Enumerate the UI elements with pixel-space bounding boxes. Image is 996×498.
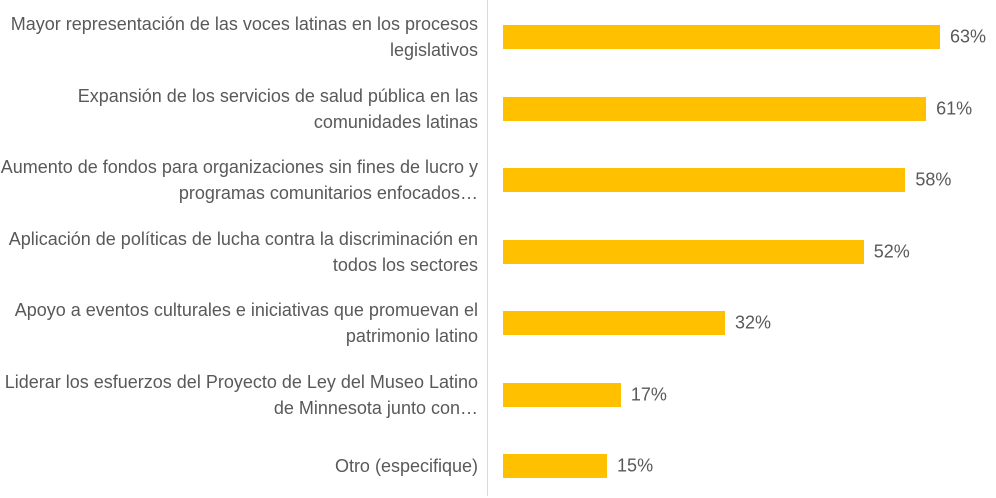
value-label: 15% bbox=[617, 455, 654, 476]
category-label: Aumento de fondos para organizaciones si… bbox=[0, 157, 478, 203]
bar bbox=[503, 96, 927, 121]
bar bbox=[503, 25, 940, 49]
bar bbox=[503, 168, 906, 192]
category-label: Expansión de los servicios de salud públ… bbox=[77, 85, 478, 132]
category-label: Mayor representación de las voces latina… bbox=[10, 14, 478, 60]
value-label: 17% bbox=[630, 384, 667, 404]
bar bbox=[503, 311, 725, 335]
category-label: Otro (especifique) bbox=[334, 456, 478, 476]
value-label: 61% bbox=[936, 98, 973, 118]
bar bbox=[503, 239, 864, 264]
value-label: 32% bbox=[734, 312, 771, 333]
value-label: 52% bbox=[873, 241, 910, 261]
bar bbox=[503, 382, 621, 407]
bar bbox=[503, 454, 608, 478]
category-label: Liderar los esfuerzos del Proyecto de Le… bbox=[4, 371, 478, 418]
category-label: Aplicación de políticas de lucha contra … bbox=[8, 228, 478, 275]
value-label: 58% bbox=[915, 169, 952, 190]
value-label: 63% bbox=[950, 26, 987, 47]
category-label: Apoyo a eventos culturales e iniciativas… bbox=[14, 300, 478, 346]
axis-line bbox=[487, 0, 488, 496]
